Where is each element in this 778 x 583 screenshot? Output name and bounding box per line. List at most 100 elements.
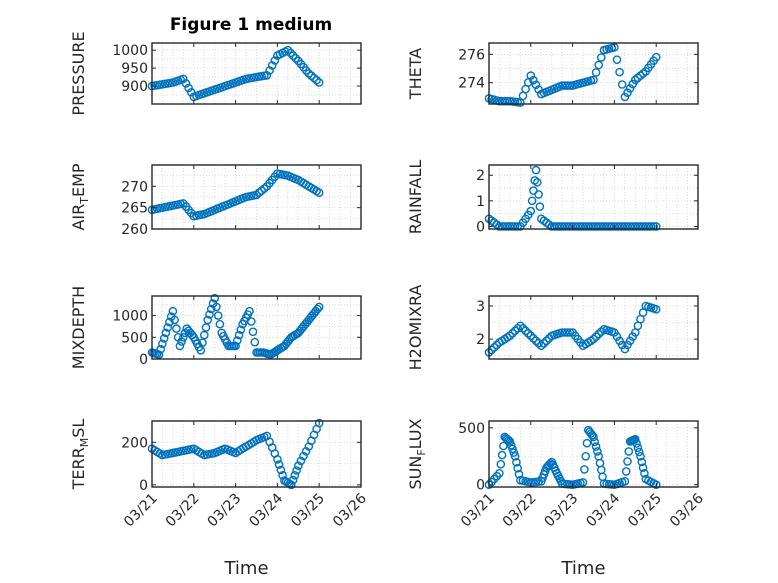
data-point [314,302,324,312]
data-point [591,442,601,451]
data-point [288,475,298,485]
data-point [510,326,520,336]
data-point [633,73,643,83]
data-point [598,472,607,482]
data-point [523,328,533,338]
data-point [594,60,604,70]
data-point [637,457,647,467]
data-point [496,459,506,469]
y-tick-label: 2 [476,168,485,184]
data-point [589,75,598,85]
data-point [158,339,167,349]
data-point [580,465,589,474]
data-point [292,466,301,475]
x-axis-label: Time [223,558,268,579]
data-point [250,337,260,347]
y-axis-label: MIXDEPTH [69,286,88,369]
data-point [270,56,280,65]
subplot-rainfall: 0 1 2 RAINFALL [406,160,699,235]
data-point [510,451,520,461]
data-point [591,68,601,77]
x-tick-label: 03/26 [667,490,707,530]
data-point [620,92,630,102]
subplot-mixdepth: 0 500 1000 MIXDEPTH [69,286,362,369]
data-point [304,69,314,78]
x-tick-label: 03/23 [542,491,582,531]
data-point [514,469,524,479]
y-tick-label: 276 [458,47,485,63]
data-point [245,306,254,316]
data-point [489,343,499,352]
data-point [621,467,631,476]
data-point [210,293,219,303]
data-point [487,345,496,355]
data-point [631,75,640,85]
data-point [288,51,298,60]
y-tick-label: 500 [121,330,148,346]
data-point [595,458,605,468]
data-point [309,73,319,83]
data-point [518,323,528,333]
data-point [640,468,649,478]
data-point [620,476,630,486]
x-tick-label: 03/21 [458,491,498,531]
data-point [170,315,179,325]
data-point [492,340,502,350]
y-tick-label: 1 [476,194,485,210]
data-point [196,345,206,355]
data-point [521,326,530,336]
data-point [296,456,306,466]
data-point [290,470,300,480]
data-point [165,317,174,327]
data-point [215,319,225,329]
data-point [620,344,630,354]
data-point [178,332,188,342]
data-point [283,45,293,55]
data-point [314,78,324,87]
axes-box [151,420,362,488]
data-point [267,61,277,70]
y-axis-label: PRESSURE [69,31,88,115]
data-point [594,329,604,339]
data-point [205,310,214,319]
data-point [634,447,644,457]
x-tick-label: 03/21 [121,491,161,531]
subplot-sun-flux: 0 500 03/21 03/22 03/23 03/24 03/25 03/26 Time SU… [406,418,707,579]
data-point [516,321,525,331]
data-point [582,438,592,448]
data-point [510,222,520,231]
data-point [505,331,515,341]
data-point [293,461,303,471]
data-point [636,451,645,461]
data-point [175,341,185,351]
data-point [542,336,551,346]
data-point [628,79,638,89]
data-point [651,480,661,490]
data-point [508,328,517,338]
data-point [299,451,308,461]
data-point [529,333,538,343]
data-point [526,331,536,341]
data-point [537,341,546,351]
data-point [213,311,223,320]
y-tick-label: 0 [139,478,148,494]
data-point [565,81,575,90]
data-point [301,446,311,456]
x-tick-label: 03/22 [163,491,203,531]
data-point [276,465,286,475]
data-point [178,74,188,84]
data-point [177,337,186,346]
data-point [526,206,536,216]
data-point [617,80,627,89]
x-tick-label: 03/24 [583,490,623,530]
data-point [156,344,165,354]
data-point [291,54,301,63]
data-point [236,325,246,335]
data-point [638,463,648,473]
data-point [539,338,549,348]
data-point [527,196,537,206]
data-point [649,222,658,231]
y-axis-label: SUNFLUX [406,418,428,489]
